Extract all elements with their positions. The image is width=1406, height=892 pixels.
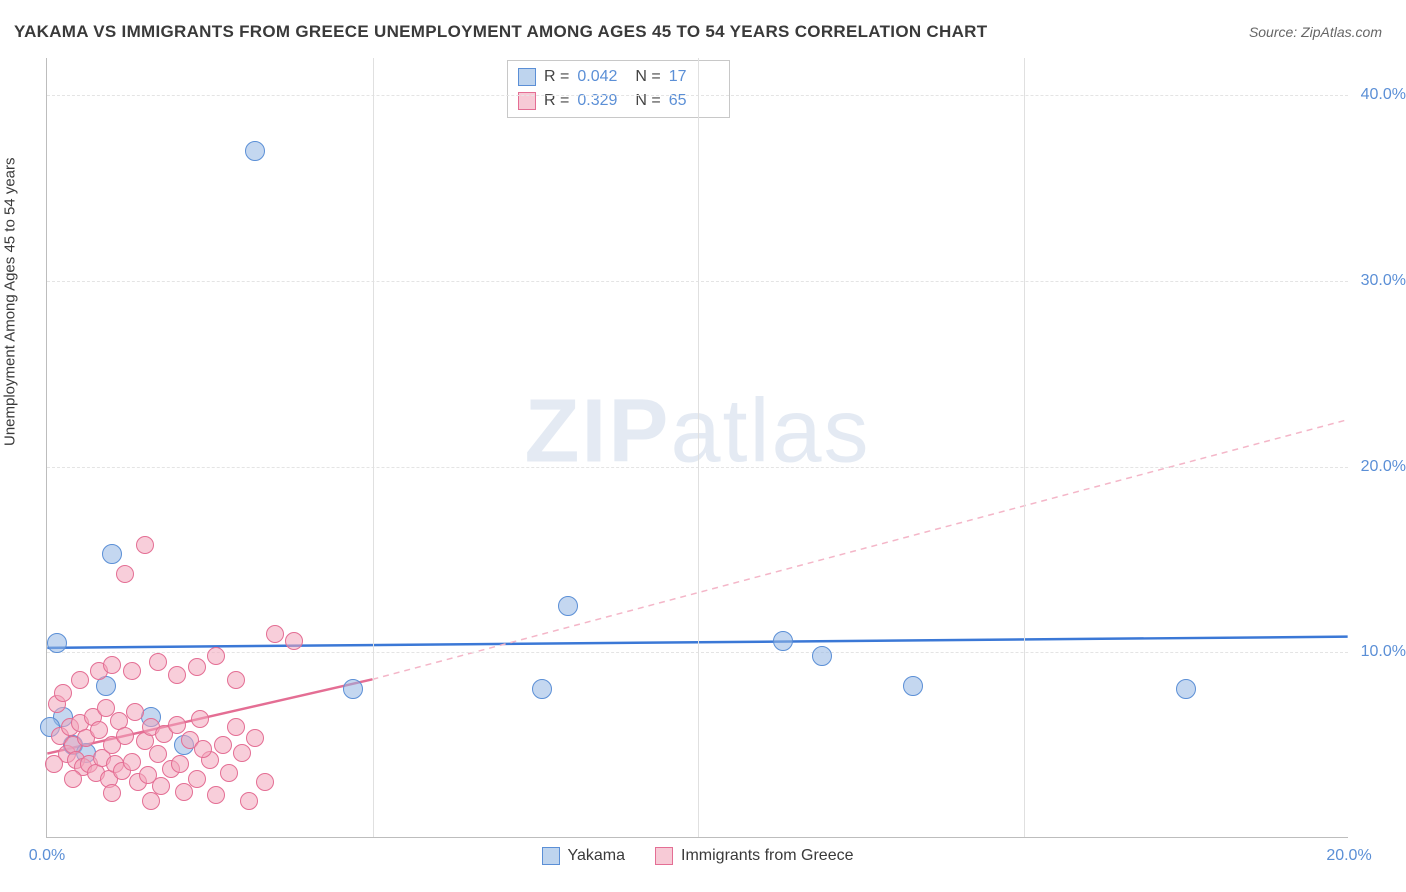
data-point [188, 658, 206, 676]
data-point [194, 740, 212, 758]
data-point [90, 721, 108, 739]
swatch-pink [655, 847, 673, 865]
correlation-chart: YAKAMA VS IMMIGRANTS FROM GREECE UNEMPLO… [0, 0, 1406, 892]
legend-item-yakama: Yakama [542, 847, 626, 865]
data-point [773, 631, 793, 651]
y-tick-label: 10.0% [1361, 643, 1406, 661]
data-point [142, 792, 160, 810]
y-axis-label: Unemployment Among Ages 45 to 54 years [2, 157, 19, 446]
stats-legend: R = 0.042 N = 17 R = 0.329 N = 65 [507, 60, 730, 118]
data-point [171, 755, 189, 773]
data-point [54, 684, 72, 702]
data-point [1176, 679, 1196, 699]
data-point [233, 744, 251, 762]
data-point [532, 679, 552, 699]
gridline-v [698, 58, 699, 837]
gridline-v [373, 58, 374, 837]
data-point [136, 536, 154, 554]
data-point [188, 770, 206, 788]
y-tick-label: 20.0% [1361, 458, 1406, 476]
data-point [168, 716, 186, 734]
data-point [45, 755, 63, 773]
data-point [207, 786, 225, 804]
data-point [240, 792, 258, 810]
data-point [126, 703, 144, 721]
data-point [123, 753, 141, 771]
data-point [64, 770, 82, 788]
x-tick-label: 0.0% [29, 847, 65, 865]
data-point [220, 764, 238, 782]
gridline-v [1024, 58, 1025, 837]
series-legend: Yakama Immigrants from Greece [542, 847, 854, 865]
data-point [71, 671, 89, 689]
source-label: Source: ZipAtlas.com [1249, 24, 1382, 40]
data-point [227, 671, 245, 689]
legend-item-greece: Immigrants from Greece [655, 847, 853, 865]
data-point [103, 784, 121, 802]
x-tick-label: 20.0% [1326, 847, 1371, 865]
data-point [116, 565, 134, 583]
data-point [149, 653, 167, 671]
data-point [903, 676, 923, 696]
data-point [812, 646, 832, 666]
data-point [214, 736, 232, 754]
data-point [227, 718, 245, 736]
data-point [47, 633, 67, 653]
data-point [116, 727, 134, 745]
data-point [246, 729, 264, 747]
stats-row-yakama: R = 0.042 N = 17 [518, 65, 719, 89]
data-point [285, 632, 303, 650]
data-point [123, 662, 141, 680]
data-point [191, 710, 209, 728]
data-point [558, 596, 578, 616]
stats-row-greece: R = 0.329 N = 65 [518, 89, 719, 113]
data-point [256, 773, 274, 791]
data-point [266, 625, 284, 643]
chart-title: YAKAMA VS IMMIGRANTS FROM GREECE UNEMPLO… [14, 22, 987, 42]
y-tick-label: 30.0% [1361, 272, 1406, 290]
data-point [103, 656, 121, 674]
swatch-blue [542, 847, 560, 865]
data-point [343, 679, 363, 699]
plot-area: ZIPatlas R = 0.042 N = 17 R = 0.329 N = … [46, 58, 1348, 838]
y-tick-label: 40.0% [1361, 86, 1406, 104]
data-point [102, 544, 122, 564]
data-point [149, 745, 167, 763]
data-point [245, 141, 265, 161]
swatch-blue [518, 68, 536, 86]
data-point [168, 666, 186, 684]
data-point [207, 647, 225, 665]
